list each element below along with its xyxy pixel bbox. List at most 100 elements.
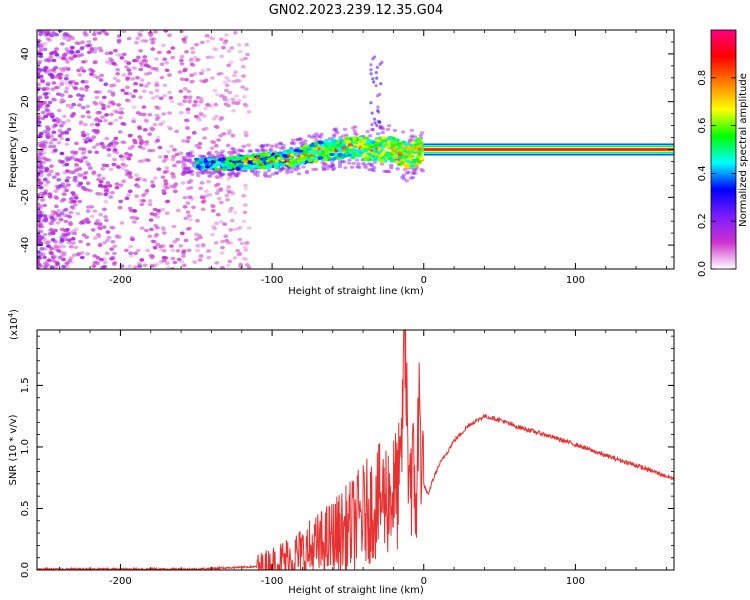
spectrogram-cell bbox=[395, 167, 400, 171]
spectrogram-cell bbox=[241, 256, 247, 261]
spectrogram-cell bbox=[204, 171, 209, 175]
spectrogram-cell bbox=[181, 249, 187, 254]
spectrogram-cell bbox=[155, 138, 161, 143]
spectrogram-cell bbox=[37, 72, 41, 76]
spectrogram-cell bbox=[236, 227, 241, 231]
spectrogram-cell bbox=[66, 38, 71, 42]
spectrogram-cell bbox=[126, 68, 132, 72]
spectrogram-cell bbox=[190, 172, 195, 176]
spectrogram-cell bbox=[216, 196, 222, 201]
spectrogram-cell bbox=[140, 159, 146, 163]
spectrogram-cell bbox=[42, 214, 48, 218]
spectrogram-cell bbox=[164, 211, 170, 215]
spectrogram-cell bbox=[211, 204, 216, 209]
spectrogram-cell bbox=[189, 197, 195, 201]
spectrogram-cell bbox=[192, 72, 198, 76]
spectrogram-cell bbox=[150, 66, 156, 71]
spectrogram-cell bbox=[371, 128, 375, 132]
spectrogram-cell bbox=[234, 94, 239, 98]
spectrogram-cell bbox=[194, 42, 199, 47]
spectrogram-cell bbox=[110, 226, 116, 230]
spectrogram-cell bbox=[61, 131, 67, 135]
spectrogram-cell bbox=[138, 95, 143, 100]
spectrogram-cell bbox=[53, 65, 59, 70]
spectrogram-cell bbox=[154, 232, 160, 237]
spectrogram-cell bbox=[101, 225, 107, 229]
spectrogram-cell bbox=[237, 251, 243, 256]
spectrogram-cell bbox=[370, 111, 374, 115]
spectrogram-cell bbox=[197, 233, 202, 238]
spectrogram-cell bbox=[37, 87, 41, 92]
spectrogram-cell bbox=[94, 122, 100, 127]
spectrogram-cell bbox=[120, 162, 126, 167]
spectrogram-cell bbox=[190, 154, 195, 158]
spectrogram-cell bbox=[50, 75, 55, 80]
spectrogram-cell bbox=[156, 208, 161, 213]
spectrogram-cell bbox=[65, 103, 71, 108]
spectrogram-cell bbox=[365, 148, 370, 152]
spectrogram-cell bbox=[317, 152, 322, 155]
spectrogram-cell bbox=[65, 158, 71, 162]
spectrogram-cell bbox=[80, 156, 86, 160]
spectrogram-cell bbox=[53, 194, 59, 199]
spectrogram-cell bbox=[42, 255, 47, 260]
spectrogram-cell bbox=[174, 152, 180, 157]
spectrogram-cell bbox=[43, 70, 49, 74]
spectrogram-y-tick-label: 20 bbox=[20, 95, 31, 108]
spectrogram-cell bbox=[169, 184, 174, 188]
spectrogram-cell bbox=[39, 152, 44, 157]
spectrogram-cell bbox=[181, 139, 186, 143]
spectrogram-cell bbox=[212, 47, 217, 51]
spectrogram-cell bbox=[190, 46, 195, 51]
spectrogram-cell bbox=[194, 144, 200, 148]
spectrogram-cell bbox=[196, 57, 202, 62]
spectrogram-cell bbox=[226, 164, 232, 169]
spectrogram-cell bbox=[124, 65, 129, 69]
spectrogram-cell bbox=[139, 258, 145, 262]
spectrogram-cell bbox=[146, 158, 151, 163]
spectrogram-cell bbox=[64, 73, 70, 78]
spectrogram-cell bbox=[137, 261, 142, 266]
spectrogram-cell bbox=[226, 63, 232, 68]
spectrogram-cell bbox=[260, 143, 265, 148]
spectrogram-cell bbox=[42, 139, 48, 144]
spectrogram-cell bbox=[113, 48, 118, 53]
spectrogram-cell bbox=[73, 193, 79, 198]
spectrogram-cell bbox=[161, 43, 166, 48]
spectrogram-cell bbox=[376, 109, 380, 113]
spectrogram-cell bbox=[80, 151, 86, 156]
spectrogram-cell bbox=[93, 47, 99, 51]
spectrogram-cell bbox=[204, 189, 209, 194]
spectrogram-cell bbox=[166, 266, 171, 269]
spectrogram-cell bbox=[105, 238, 110, 243]
spectrogram-cell bbox=[42, 47, 48, 52]
spectrogram-cell bbox=[85, 181, 91, 185]
spectrogram-cell bbox=[384, 153, 390, 157]
spectrogram-cell bbox=[371, 77, 375, 81]
spectrogram-cell bbox=[154, 262, 160, 266]
spectrogram-cell bbox=[397, 156, 403, 160]
spectrogram-cell bbox=[365, 145, 370, 149]
spectrogram-cell bbox=[174, 129, 180, 134]
spectrogram-cell bbox=[200, 40, 205, 45]
spectrogram-cell bbox=[153, 83, 159, 88]
spectrogram-cell bbox=[413, 168, 418, 172]
spectrogram-cell bbox=[71, 206, 76, 211]
spectrogram-cell bbox=[86, 220, 92, 224]
spectrogram-cell bbox=[37, 129, 40, 134]
spectrogram-cell bbox=[114, 182, 120, 186]
spectrogram-cell bbox=[154, 117, 160, 121]
spectrogram-cell bbox=[242, 95, 247, 99]
spectrogram-cell bbox=[63, 237, 69, 242]
spectrogram-cell bbox=[179, 231, 185, 236]
spectrogram-cell bbox=[168, 126, 173, 131]
spectrogram-cell bbox=[127, 264, 133, 269]
spectrogram-cell bbox=[184, 77, 189, 82]
spectrogram-cell bbox=[152, 176, 158, 180]
spectrogram-cell bbox=[72, 175, 78, 180]
spectrogram-cell bbox=[40, 252, 46, 257]
spectrogram-cell bbox=[379, 82, 383, 86]
spectrogram-cell bbox=[171, 224, 177, 229]
spectrogram-cell bbox=[76, 93, 81, 97]
spectrogram-cell bbox=[135, 177, 141, 181]
